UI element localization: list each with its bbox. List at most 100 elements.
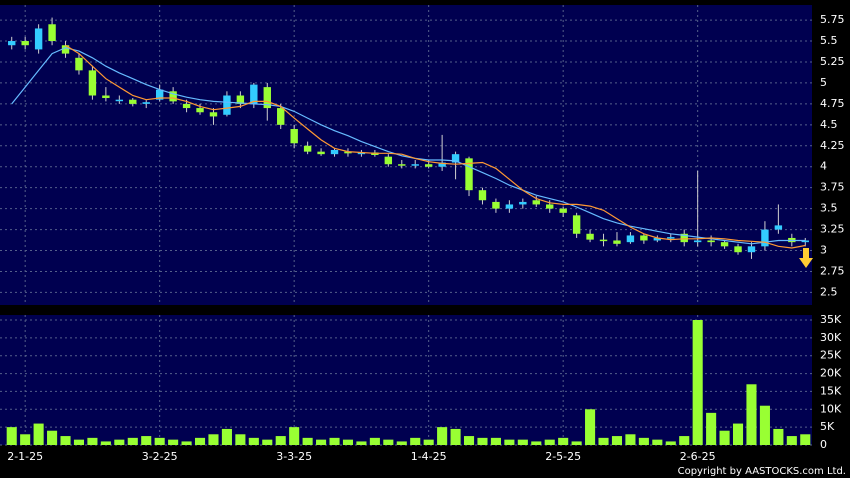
candle-body [734,246,742,253]
candle-body [505,204,514,209]
candle-body [48,24,56,42]
candle-body [640,235,648,241]
volume-bar [181,441,192,445]
candle-body [532,200,540,205]
candle-body [384,156,393,165]
x-tick-label: 3-2-25 [142,450,178,463]
x-tick-label: 2-5-25 [545,450,581,463]
volume-tick-label: 15K [820,384,842,397]
candle-body [559,208,567,213]
candle-body [142,102,150,104]
volume-tick-label: 0 [820,438,827,451]
volume-tick-label: 35K [820,313,842,326]
candle-body [209,112,218,117]
volume-bar [154,437,165,445]
y-tick-label: 5.5 [820,34,838,47]
volume-bar [289,427,300,445]
candle-body [61,45,70,54]
volume-tick-label: 30K [820,331,842,344]
candle-body [801,240,809,243]
volume-bar [356,441,367,445]
candle-body [102,95,110,99]
volume-bar [719,430,730,445]
candle-body [653,237,662,241]
candle-body [277,108,285,125]
moving-average-line [65,44,806,249]
y-tick-label: 3.25 [820,223,845,236]
candle-body [303,145,312,152]
volume-bar [221,428,232,445]
candle-body [75,57,83,71]
candle-body [546,204,554,209]
candle-body [438,162,446,167]
volume-bar [262,439,273,445]
y-tick-label: 5 [820,76,827,89]
volume-bar [638,437,649,445]
candle-body [169,91,177,102]
volume-bar [759,405,770,445]
candle-body [774,225,783,230]
volume-bar [773,428,784,445]
y-tick-label: 4.25 [820,139,845,152]
candle-body [707,240,715,243]
volume-bar [208,434,219,445]
candle-body [424,164,433,167]
candle-body [599,239,608,242]
volume-bar [611,436,623,445]
candle-body [290,129,298,144]
y-tick-label: 4.75 [820,97,845,110]
volume-bar [679,436,690,445]
y-tick-label: 5.75 [820,13,845,26]
volume-bar [6,427,17,445]
volume-bar [194,437,206,445]
candle-body [680,233,688,243]
volume-bar [235,434,246,445]
candle-body [398,164,406,166]
x-tick-label: 2-1-25 [7,450,43,463]
candle-body [317,151,325,155]
candle-body [21,41,29,46]
candle-body [34,28,43,50]
y-tick-label: 3.75 [820,181,845,194]
volume-bar [302,437,313,445]
volume-bar [732,423,744,445]
volume-bar [652,439,663,445]
candle-body [519,201,527,205]
x-tick-label: 1-4-25 [411,450,447,463]
volume-bar [598,437,609,445]
volume-bar [100,441,111,445]
candle-body [478,190,487,201]
candle-body [344,151,352,154]
volume-bar [423,439,434,445]
y-tick-label: 3 [820,244,827,257]
volume-bar [127,437,138,445]
candle-body [129,99,137,104]
volume-tick-label: 25K [820,349,842,362]
volume-tick-label: 10K [820,402,842,415]
volume-bar [410,437,421,445]
volume-bar [504,439,515,445]
copyright: Copyright by AASTOCKS.com Ltd. [678,466,846,477]
volume-bar [33,423,44,445]
candle-body [115,99,124,102]
volume-bar [329,437,340,445]
y-tick-label: 4.5 [820,118,838,131]
volume-bar [168,439,179,445]
volume-bar [625,434,636,445]
volume-bar [786,436,797,445]
volume-bar [544,439,555,445]
volume-bar [369,437,380,445]
candle-body [572,215,581,234]
volume-bar [800,434,811,445]
volume-bar [558,437,569,445]
volume-bar [383,439,394,445]
candle-body [236,95,245,104]
x-tick-label: 3-3-25 [276,450,312,463]
volume-bar [463,436,475,445]
volume-bar [141,436,152,445]
volume-bar [275,436,286,445]
y-tick-label: 4 [820,160,827,173]
volume-bar [342,439,354,445]
